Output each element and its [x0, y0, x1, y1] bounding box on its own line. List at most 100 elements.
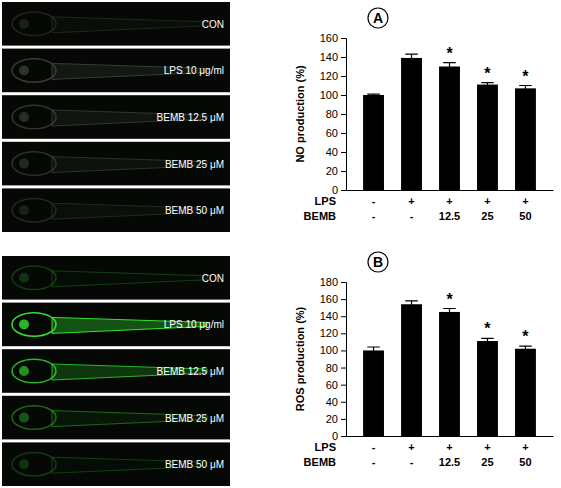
y-tick-mark [341, 76, 346, 77]
image-background [2, 2, 230, 46]
category-label: 12.5 [439, 456, 460, 468]
panel-letter: B [373, 254, 383, 270]
y-tick-mark [341, 333, 346, 334]
fish-eye [19, 459, 29, 469]
image-background [2, 303, 230, 347]
y-tick-label: 20 [326, 165, 338, 177]
category-label: - [372, 195, 376, 207]
category-label: + [446, 195, 452, 207]
y-axis-title: ROS production (%) [294, 306, 306, 411]
fish-eye [19, 65, 29, 75]
chart: 020406080100120140160--+-+12.5+25+50LPSB… [294, 8, 554, 222]
y-axis-line [341, 39, 347, 191]
y-tick-label: 120 [320, 327, 338, 339]
y-tick-label: 60 [326, 379, 338, 391]
y-tick-label: 140 [320, 310, 338, 322]
bar [439, 312, 460, 436]
y-tick: 80 [326, 362, 346, 374]
y-axis-line [341, 283, 347, 437]
significance-marker: * [522, 68, 529, 85]
y-tick: 80 [326, 108, 346, 120]
chart: 020406080100120140160180--+-+12.5+25+50L… [294, 252, 554, 468]
y-tick-mark [341, 385, 346, 386]
y-tick-mark [341, 38, 346, 39]
image-label: BEMB 12.5 μM [157, 366, 224, 377]
image-background [2, 442, 230, 486]
category-label: 25 [481, 210, 493, 222]
y-tick: 40 [326, 396, 346, 408]
y-tick: 140 [320, 51, 346, 63]
fish-eye [19, 112, 29, 122]
y-tick: 180 [320, 276, 346, 288]
y-tick: 20 [326, 413, 346, 425]
fish-eye [19, 159, 29, 169]
category-label: + [484, 195, 490, 207]
bar [401, 58, 422, 190]
image-strip: LPS 10 μg/ml [2, 49, 230, 93]
category-label: 25 [481, 456, 493, 468]
fish-head [12, 406, 56, 430]
image-background [2, 188, 230, 232]
category-label: 12.5 [439, 210, 460, 222]
fish-eye [19, 413, 29, 423]
fish-eye [19, 319, 29, 329]
fish-head [12, 105, 56, 129]
error-bar [481, 83, 494, 87]
image-strip: BEMB 50 μM [2, 442, 230, 486]
y-tick-label: 60 [326, 127, 338, 139]
y-tick-mark [341, 171, 346, 172]
image-panel: CONLPS 10 μg/mlBEMB 12.5 μMBEMB 25 μMBEM… [2, 256, 230, 486]
error-bar [405, 54, 418, 62]
significance-marker: * [484, 65, 491, 82]
x-axis [347, 190, 554, 191]
y-tick: 100 [320, 89, 346, 101]
category-label: + [522, 195, 528, 207]
y-tick-label: 100 [320, 89, 338, 101]
error-bar [367, 94, 380, 96]
y-tick-mark [341, 368, 346, 369]
row-label: BEMB [304, 456, 336, 468]
bar [515, 88, 536, 190]
y-tick-mark [341, 114, 346, 115]
y-tick-label: 40 [326, 146, 338, 158]
x-axis [347, 436, 554, 437]
image-strip: BEMB 50 μM [2, 188, 230, 232]
image-background [2, 396, 230, 440]
x-axis-line [347, 436, 554, 437]
error-bar [443, 309, 456, 316]
fish-head [12, 452, 56, 476]
row-label: LPS [315, 195, 336, 207]
y-tick-label: 160 [320, 293, 338, 305]
y-tick: 60 [326, 127, 346, 139]
category-label: + [446, 441, 452, 453]
significance-marker: * [446, 45, 453, 62]
fish-body [52, 17, 207, 33]
y-tick: 160 [320, 32, 346, 44]
category-label: - [372, 441, 376, 453]
y-tick-label: 140 [320, 51, 338, 63]
bar [477, 85, 498, 190]
image-strip: BEMB 12.5 μM [2, 95, 230, 139]
y-tick-label: 80 [326, 108, 338, 120]
y-tick-mark [341, 402, 346, 403]
image-strip: BEMB 25 μM [2, 142, 230, 186]
error-bar [405, 301, 418, 308]
image-strip: BEMB 12.5 μM [2, 349, 230, 393]
image-panel: CON LPS 10 μg/mlBEMB 12.5 μMBEMB 25 μMBEM… [2, 2, 230, 232]
y-tick: 120 [320, 70, 346, 82]
y-tick-mark [341, 133, 346, 134]
image-label: CON [202, 19, 224, 30]
y-tick-mark [341, 436, 346, 437]
category-label: 50 [519, 210, 531, 222]
error-bar [443, 63, 456, 71]
category-label: + [484, 441, 490, 453]
fish-head [12, 359, 56, 383]
fish-head [12, 59, 56, 83]
category-label: - [372, 456, 376, 468]
fish-head [12, 198, 56, 222]
bar [401, 304, 422, 436]
x-axis-line [347, 190, 554, 191]
image-background [2, 349, 230, 393]
y-tick: 20 [326, 165, 346, 177]
fish-eye [19, 19, 29, 29]
